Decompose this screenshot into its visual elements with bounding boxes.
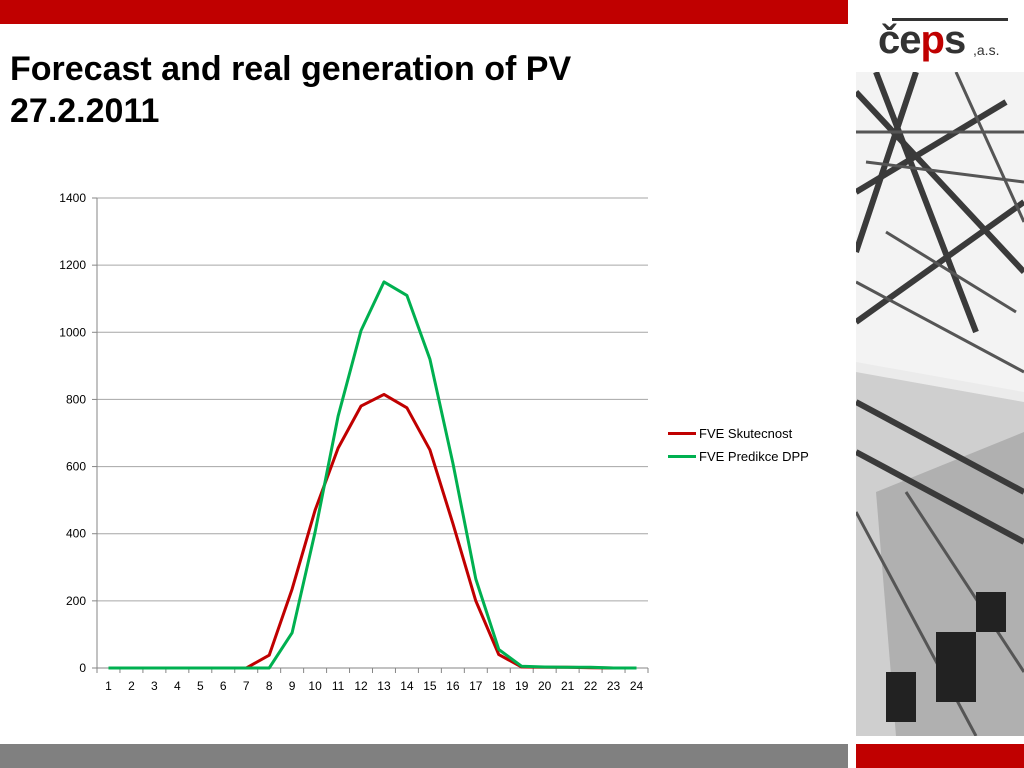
x-tick-label: 3 xyxy=(151,679,158,693)
x-tick-label: 9 xyxy=(289,679,296,693)
x-tick-label: 24 xyxy=(630,679,644,693)
legend-label-real: FVE Skutecnost xyxy=(699,426,793,441)
x-tick-label: 15 xyxy=(423,679,437,693)
y-tick-label: 1000 xyxy=(59,325,86,339)
y-tick-label: 1400 xyxy=(59,191,86,205)
ceps-logo: čeps ,a.s. xyxy=(878,12,1018,72)
x-tick-label: 8 xyxy=(266,679,273,693)
legend-item-forecast: FVE Predikce DPP xyxy=(668,445,809,468)
x-tick-label: 12 xyxy=(354,679,368,693)
chart-legend: FVE Skutecnost FVE Predikce DPP xyxy=(668,422,809,468)
series-line-forecast xyxy=(108,280,637,670)
slide-title: Forecast and real generation of PV 27.2.… xyxy=(10,48,571,132)
x-tick-label: 21 xyxy=(561,679,575,693)
legend-swatch-forecast xyxy=(668,455,696,458)
x-tick-label: 16 xyxy=(446,679,460,693)
x-tick-label: 4 xyxy=(174,679,181,693)
x-tick-label: 23 xyxy=(607,679,621,693)
x-tick-label: 13 xyxy=(377,679,391,693)
legend-item-real: FVE Skutecnost xyxy=(668,422,809,445)
pylon-photo xyxy=(856,72,1024,736)
x-tick-label: 11 xyxy=(332,679,345,693)
y-tick-label: 200 xyxy=(66,594,86,608)
x-tick-label: 14 xyxy=(400,679,414,693)
logo-wordmark: čeps xyxy=(878,18,966,62)
pylon-photo-image xyxy=(856,72,1024,736)
x-axis: 1 2 3 4 5 6 7 8 9 10 11 12 13 14 15 16 17 18 19 20 21 22 23 24 xyxy=(96,667,649,693)
legend-label-forecast: FVE Predikce DPP xyxy=(699,449,809,464)
logo-suffix: ,a.s. xyxy=(973,42,1000,58)
series-line-real xyxy=(108,392,637,670)
y-tick-label: 0 xyxy=(79,661,86,675)
x-tick-label: 1 xyxy=(105,679,112,693)
x-tick-label: 5 xyxy=(197,679,204,693)
footer-red-bar xyxy=(856,744,1024,768)
title-line-2: 27.2.2011 xyxy=(10,92,160,130)
x-tick-label: 22 xyxy=(584,679,598,693)
x-tick-label: 20 xyxy=(538,679,552,693)
x-tick-label: 6 xyxy=(220,679,227,693)
y-tick-label: 800 xyxy=(66,392,86,406)
x-tick-label: 7 xyxy=(243,679,250,693)
top-red-bar xyxy=(0,0,848,24)
title-line-1: Forecast and real generation of PV xyxy=(10,50,572,88)
y-tick-label: 400 xyxy=(66,527,86,541)
legend-swatch-real xyxy=(668,432,696,435)
logo-line xyxy=(892,18,1008,21)
footer-gray-bar xyxy=(0,744,848,768)
x-tick-label: 19 xyxy=(515,679,529,693)
y-tick-label: 1200 xyxy=(59,258,86,272)
x-tick-label: 17 xyxy=(469,679,483,693)
chart-series xyxy=(108,280,637,670)
x-tick-label: 18 xyxy=(492,679,506,693)
y-axis: 0 200 400 600 800 1000 1200 1400 xyxy=(59,191,98,675)
x-tick-label: 10 xyxy=(308,679,322,693)
chart-gridlines xyxy=(97,197,648,602)
y-tick-label: 600 xyxy=(66,460,86,474)
x-tick-label: 2 xyxy=(128,679,135,693)
